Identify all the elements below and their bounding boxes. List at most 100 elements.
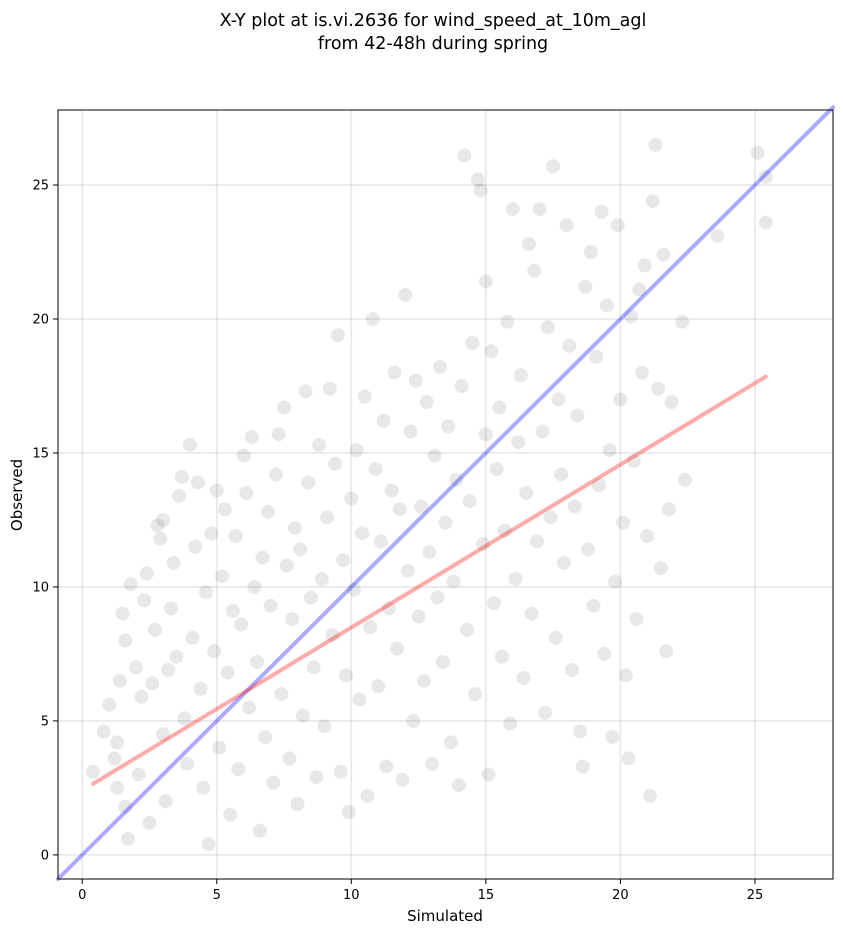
data-point-11 — [123, 577, 138, 592]
data-point-24 — [158, 794, 173, 809]
data-point-159 — [519, 486, 534, 501]
data-point-156 — [511, 435, 526, 450]
x-tick-label-3: 15 — [478, 888, 495, 903]
trend-lines — [56, 105, 835, 881]
data-point-174 — [559, 218, 574, 233]
data-point-64 — [266, 775, 281, 790]
data-point-56 — [244, 429, 259, 444]
data-point-194 — [613, 392, 628, 407]
data-point-162 — [527, 263, 542, 278]
data-point-110 — [390, 641, 405, 656]
y-tick-label-3: 15 — [32, 446, 49, 461]
data-point-169 — [546, 159, 561, 174]
data-point-144 — [478, 274, 493, 289]
data-point-36 — [190, 475, 205, 490]
data-point-179 — [573, 724, 588, 739]
data-point-3 — [107, 751, 122, 766]
y-tick-label-5: 25 — [32, 179, 49, 194]
data-point-97 — [355, 526, 370, 541]
data-point-158 — [516, 671, 531, 686]
data-point-0 — [85, 764, 100, 779]
data-point-188 — [597, 646, 612, 661]
data-point-202 — [634, 365, 649, 380]
data-point-77 — [301, 475, 316, 490]
data-point-73 — [290, 796, 305, 811]
data-point-93 — [344, 491, 359, 506]
data-point-163 — [529, 534, 544, 549]
data-point-103 — [371, 679, 386, 694]
data-point-40 — [201, 837, 216, 852]
data-point-98 — [357, 389, 372, 404]
data-point-53 — [236, 448, 251, 463]
y-tick-label-2: 10 — [32, 580, 49, 595]
data-point-182 — [581, 542, 596, 557]
data-point-200 — [629, 612, 644, 627]
data-point-180 — [575, 759, 590, 774]
data-point-13 — [131, 767, 146, 782]
data-point-5 — [112, 673, 127, 688]
data-point-149 — [492, 400, 507, 415]
data-point-100 — [363, 620, 378, 635]
data-point-150 — [495, 649, 510, 664]
data-point-81 — [312, 437, 327, 452]
data-point-35 — [188, 539, 203, 554]
data-point-191 — [605, 729, 620, 744]
data-point-75 — [295, 708, 310, 723]
data-point-140 — [470, 172, 485, 187]
data-point-193 — [610, 218, 625, 233]
data-point-198 — [624, 309, 639, 324]
data-point-82 — [314, 571, 329, 586]
data-point-48 — [223, 807, 238, 822]
data-point-50 — [228, 529, 243, 544]
chart-title-line-1: X-Y plot at is.vi.2636 for wind_speed_at… — [220, 11, 647, 31]
data-point-132 — [449, 472, 464, 487]
data-point-167 — [540, 320, 555, 335]
data-point-129 — [441, 419, 456, 434]
data-point-49 — [225, 604, 240, 619]
data-point-70 — [282, 751, 297, 766]
data-point-69 — [279, 558, 294, 573]
data-point-72 — [287, 520, 302, 535]
data-point-14 — [134, 689, 149, 704]
data-point-25 — [161, 663, 176, 678]
data-point-91 — [338, 668, 353, 683]
data-point-113 — [398, 287, 413, 302]
data-point-109 — [387, 365, 402, 380]
data-point-51 — [231, 762, 246, 777]
data-point-34 — [185, 630, 200, 645]
y-tick-label-4: 20 — [32, 312, 49, 327]
data-point-114 — [400, 563, 415, 578]
data-point-121 — [419, 395, 434, 410]
data-point-92 — [341, 805, 356, 820]
data-point-52 — [233, 617, 248, 632]
data-point-41 — [204, 526, 219, 541]
data-point-218 — [758, 169, 773, 184]
y-tick-label-0: 0 — [41, 848, 49, 863]
data-point-107 — [381, 601, 396, 616]
data-point-178 — [570, 408, 585, 423]
data-point-22 — [155, 512, 170, 527]
data-point-205 — [643, 788, 658, 803]
data-point-112 — [395, 772, 410, 787]
data-point-18 — [145, 676, 160, 691]
data-point-148 — [489, 462, 504, 477]
x-axis-label: Simulated — [407, 907, 483, 925]
data-point-31 — [177, 711, 192, 726]
data-point-86 — [325, 628, 340, 643]
data-point-145 — [481, 767, 496, 782]
data-point-164 — [532, 202, 547, 217]
data-point-79 — [306, 660, 321, 675]
data-point-118 — [411, 609, 426, 624]
data-point-214 — [675, 314, 690, 329]
data-point-199 — [626, 454, 641, 469]
one-to-one-reference-line — [56, 105, 835, 881]
data-point-197 — [621, 751, 636, 766]
data-point-99 — [360, 788, 375, 803]
data-point-20 — [150, 518, 165, 533]
data-point-57 — [247, 579, 262, 594]
data-point-17 — [142, 815, 157, 830]
data-point-172 — [554, 467, 569, 482]
data-point-137 — [462, 494, 477, 509]
data-point-166 — [538, 705, 553, 720]
data-point-216 — [710, 228, 725, 243]
